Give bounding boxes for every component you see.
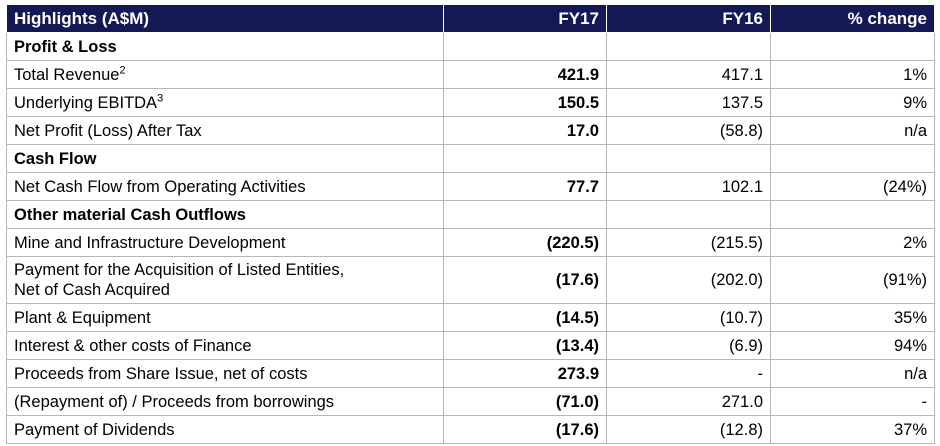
fy17-value: 421.9	[443, 60, 607, 89]
fy16-value: 417.1	[606, 60, 771, 89]
row-label-text: Net Profit (Loss) After Tax	[14, 121, 202, 140]
change-value: (91%)	[770, 256, 935, 304]
row-label-text: Plant & Equipment	[14, 308, 151, 327]
fy17-value: 273.9	[443, 359, 607, 388]
row-label-text: Other material Cash Outflows	[14, 205, 246, 224]
table-row: Payment for the Acquisition of Listed En…	[6, 256, 935, 304]
table-row: Plant & Equipment (14.5) (10.7) 35%	[6, 303, 935, 332]
row-label: Net Cash Flow from Operating Activities	[6, 172, 444, 201]
fy17-value: 17.0	[443, 116, 607, 145]
table-row: Net Cash Flow from Operating Activities 7…	[6, 172, 935, 201]
change-value: 94%	[770, 331, 935, 360]
row-label-text: Net Cash Flow from Operating Activities	[14, 177, 306, 196]
row-label-text: Interest & other costs of Finance	[14, 336, 252, 355]
change-value: -	[770, 387, 935, 416]
fy17-value	[443, 32, 607, 61]
row-label-text: (Repayment of) / Proceeds from borrowing…	[14, 392, 335, 411]
row-label: Underlying EBITDA3	[6, 88, 444, 117]
fy16-value: (6.9)	[606, 331, 771, 360]
fy16-value	[606, 32, 771, 61]
section-title: Profit & Loss	[6, 32, 444, 61]
header-row: Highlights (A$M) FY17 FY16 % change	[6, 4, 935, 33]
change-value: 9%	[770, 88, 935, 117]
fy17-value: 150.5	[443, 88, 607, 117]
row-label: Net Profit (Loss) After Tax	[6, 116, 444, 145]
change-value: 1%	[770, 60, 935, 89]
table-body: Profit & Loss Total Revenue2 421.9 417.1 1% U…	[6, 32, 935, 444]
row-label-text: Total Revenue	[14, 65, 120, 84]
change-value: n/a	[770, 359, 935, 388]
fy17-value: (14.5)	[443, 303, 607, 332]
table-header: Highlights (A$M) FY17 FY16 % change	[6, 4, 935, 33]
fy17-value	[443, 200, 607, 229]
fy16-value: -	[606, 359, 771, 388]
fy17-value	[443, 144, 607, 173]
change-value: (24%)	[770, 172, 935, 201]
fy16-value: (202.0)	[606, 256, 771, 304]
fy16-value: 271.0	[606, 387, 771, 416]
fy16-value: 102.1	[606, 172, 771, 201]
fy17-value: (71.0)	[443, 387, 607, 416]
header-change: % change	[770, 4, 935, 33]
table-row: Underlying EBITDA3 150.5 137.5 9%	[6, 88, 935, 117]
row-label-text: Proceeds from Share Issue, net of costs	[14, 364, 308, 383]
row-label-text: Payment for the Acquisition of Listed En…	[14, 261, 345, 279]
change-value: 2%	[770, 228, 935, 257]
row-label: Payment for the Acquisition of Listed En…	[6, 256, 444, 304]
fy16-value: (10.7)	[606, 303, 771, 332]
row-label: Interest & other costs of Finance	[6, 331, 444, 360]
fy16-value: 137.5	[606, 88, 771, 117]
fy16-value: (58.8)	[606, 116, 771, 145]
table-row: Net Profit (Loss) After Tax 17.0 (58.8) n/a	[6, 116, 935, 145]
table-row: Mine and Infrastructure Development (220.…	[6, 228, 935, 257]
section-title: Cash Flow	[6, 144, 444, 173]
table-row: Payment of Dividends (17.6) (12.8) 37%	[6, 415, 935, 444]
fy16-value: (12.8)	[606, 415, 771, 444]
section-row: Cash Flow	[6, 144, 935, 173]
row-label: Plant & Equipment	[6, 303, 444, 332]
header-fy17: FY17	[443, 4, 607, 33]
row-label-text: Mine and Infrastructure Development	[14, 233, 286, 252]
change-value	[770, 200, 935, 229]
row-label: (Repayment of) / Proceeds from borrowing…	[6, 387, 444, 416]
row-label: Total Revenue2	[6, 60, 444, 89]
change-value	[770, 144, 935, 173]
highlights-table: Highlights (A$M) FY17 FY16 % change Prof…	[6, 4, 935, 444]
fy17-value: (220.5)	[443, 228, 607, 257]
row-label-text-line2: Net of Cash Acquired	[14, 281, 170, 299]
fy17-value: (13.4)	[443, 331, 607, 360]
row-label-text: Underlying EBITDA	[14, 93, 158, 112]
footnote-marker: 3	[157, 92, 164, 104]
fy16-value	[606, 144, 771, 173]
section-row: Other material Cash Outflows	[6, 200, 935, 229]
table-row: Proceeds from Share Issue, net of costs 2…	[6, 359, 935, 388]
footnote-marker: 2	[119, 64, 126, 76]
change-value: n/a	[770, 116, 935, 145]
row-label-text: Cash Flow	[14, 149, 97, 168]
row-label: Payment of Dividends	[6, 415, 444, 444]
fy16-value	[606, 200, 771, 229]
table-row: Total Revenue2 421.9 417.1 1%	[6, 60, 935, 89]
header-fy16: FY16	[606, 4, 771, 33]
change-value	[770, 32, 935, 61]
row-label-text: Profit & Loss	[14, 37, 117, 56]
row-label-text: Payment of Dividends	[14, 420, 175, 439]
fy17-value: (17.6)	[443, 415, 607, 444]
row-label: Proceeds from Share Issue, net of costs	[6, 359, 444, 388]
table-row: (Repayment of) / Proceeds from borrowing…	[6, 387, 935, 416]
section-row: Profit & Loss	[6, 32, 935, 61]
row-label: Mine and Infrastructure Development	[6, 228, 444, 257]
header-highlights: Highlights (A$M)	[6, 4, 444, 33]
fy17-value: 77.7	[443, 172, 607, 201]
fy16-value: (215.5)	[606, 228, 771, 257]
change-value: 35%	[770, 303, 935, 332]
fy17-value: (17.6)	[443, 256, 607, 304]
change-value: 37%	[770, 415, 935, 444]
table-row: Interest & other costs of Finance (13.4)(…	[6, 331, 935, 360]
section-title: Other material Cash Outflows	[6, 200, 444, 229]
